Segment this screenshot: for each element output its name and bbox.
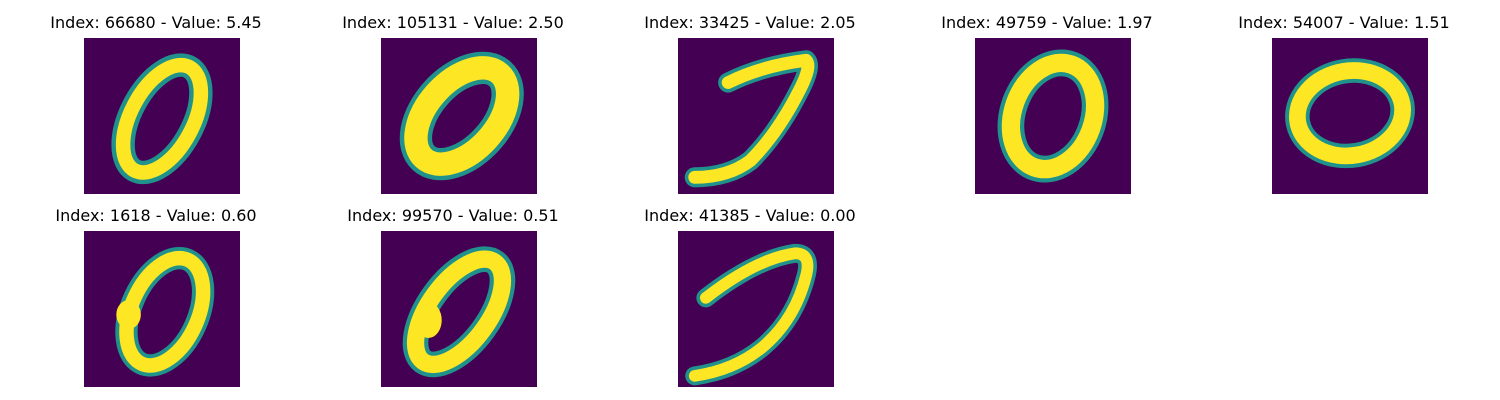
panel-title: Index: 54007 - Value: 1.51	[1238, 13, 1450, 32]
digit-image	[381, 38, 537, 194]
panel-title: Index: 33425 - Value: 2.05	[644, 13, 856, 32]
digit-image	[84, 38, 240, 194]
panel-title: Index: 66680 - Value: 5.45	[50, 13, 262, 32]
digit-image	[1272, 38, 1428, 194]
image-panel-3: Index: 33425 - Value: 2.05	[600, 14, 900, 204]
digit-image	[678, 231, 834, 387]
panel-title: Index: 49759 - Value: 1.97	[941, 13, 1153, 32]
panel-title: Index: 41385 - Value: 0.00	[644, 206, 856, 225]
digit-image	[381, 231, 537, 387]
panel-title: Index: 105131 - Value: 2.50	[342, 13, 564, 32]
image-panel-8: Index: 41385 - Value: 0.00	[600, 207, 900, 397]
panel-title: Index: 1618 - Value: 0.60	[55, 206, 257, 225]
digit-image	[678, 38, 834, 194]
image-panel-6: Index: 1618 - Value: 0.60	[6, 207, 306, 397]
image-panel-1: Index: 66680 - Value: 5.45	[6, 14, 306, 204]
image-panel-7: Index: 99570 - Value: 0.51	[303, 207, 603, 397]
image-panel-2: Index: 105131 - Value: 2.50	[303, 14, 603, 204]
digit-image	[975, 38, 1131, 194]
image-panel-4: Index: 49759 - Value: 1.97	[897, 14, 1197, 204]
digit-image	[84, 231, 240, 387]
panel-title: Index: 99570 - Value: 0.51	[347, 206, 559, 225]
image-panel-5: Index: 54007 - Value: 1.51	[1194, 14, 1494, 204]
